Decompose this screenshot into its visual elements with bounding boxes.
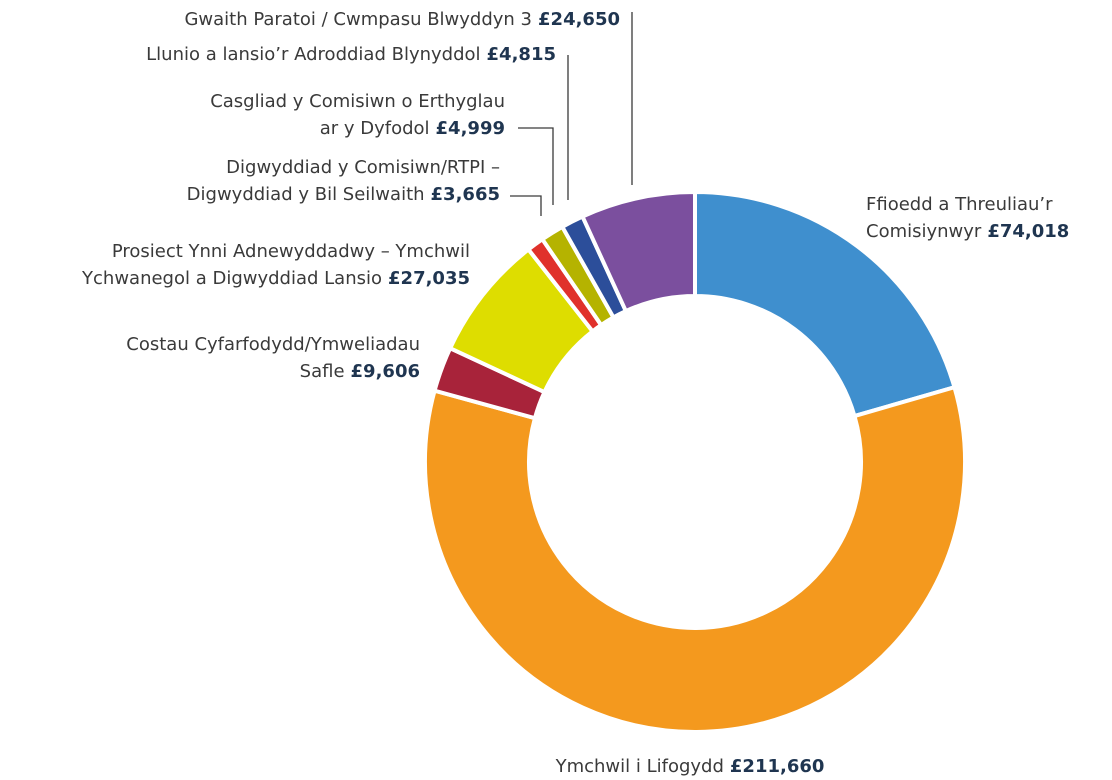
value-label: £27,035 [388,268,470,289]
leader-line [510,195,542,216]
donut-slice [579,189,697,314]
donut-slice [423,384,967,734]
label-text: Ychwanegol a Digwyddiad Lansio [81,268,382,289]
label-text: Costau Cyfarfodydd/Ymweliadau [126,334,420,355]
label-text: Safle [300,361,345,382]
label-text: Prosiect Ynni Adnewyddadwy – Ymchwil [112,241,470,262]
label-text: Ymchwil i Lifogydd [555,756,724,777]
label-text: Gwaith Paratoi / Cwmpasu Blwyddyn 3 [184,9,532,30]
label-text: Ffioedd a Threuliau’r [866,194,1053,215]
slice-label: Prosiect Ynni Adnewyddadwy – Ymchwil [112,241,470,262]
label-text: Casgliad y Comisiwn o Erthyglau [210,91,505,112]
value-label: £9,606 [351,361,420,382]
value-label: £3,665 [431,184,500,205]
slice-label: Gwaith Paratoi / Cwmpasu Blwyddyn 3 £24,6… [184,9,620,30]
value-label: £24,650 [538,9,620,30]
slice-label: Costau Cyfarfodydd/Ymweliadau [126,334,420,355]
slice-label: Comisiynwyr £74,018 [866,221,1069,242]
leader-line [518,127,554,205]
label-text: Comisiynwyr [866,221,982,242]
value-label: £211,660 [730,756,825,777]
slice-label: Ychwanegol a Digwyddiad Lansio £27,035 [81,268,470,289]
value-label: £74,018 [987,221,1069,242]
slice-label: Ymchwil i Lifogydd £211,660 [555,756,825,777]
label-text: Digwyddiad y Bil Seilwaith [187,184,425,205]
slice-label: Digwyddiad y Comisiwn/RTPI – [226,157,500,178]
slice-label: ar y Dyfodol £4,999 [320,118,505,139]
label-text: ar y Dyfodol [320,118,430,139]
value-label: £4,815 [487,44,556,65]
donut-slice [693,189,957,419]
label-text: Llunio a lansio’r Adroddiad Blynyddol [146,44,480,65]
label-text: Digwyddiad y Comisiwn/RTPI – [226,157,500,178]
slice-label: Ffioedd a Threuliau’r [866,194,1053,215]
slice-label: Casgliad y Comisiwn o Erthyglau [210,91,505,112]
slice-label: Llunio a lansio’r Adroddiad Blynyddol £4,… [146,44,556,65]
slice-label: Safle £9,606 [300,361,420,382]
value-label: £4,999 [436,118,505,139]
slice-label: Digwyddiad y Bil Seilwaith £3,665 [187,184,500,205]
